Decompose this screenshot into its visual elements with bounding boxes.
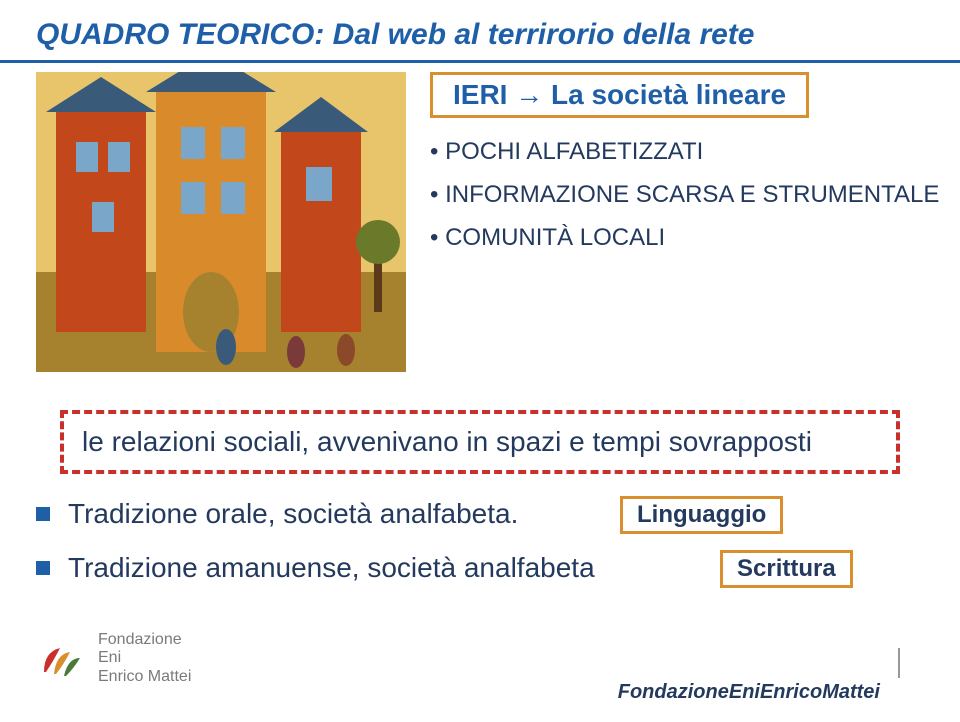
square-bullet-icon [36, 561, 50, 575]
row2-text: Tradizione amanuense, società analfabeta [68, 552, 595, 584]
row-tradizione-orale: Tradizione orale, società analfabeta. [36, 498, 518, 530]
row-tradizione-amanuense: Tradizione amanuense, società analfabeta [36, 552, 595, 584]
footer-logo-line1: Fondazione [98, 631, 191, 649]
bullet-comunita: COMUNITÀ LOCALI [430, 216, 939, 259]
square-bullet-icon [36, 507, 50, 521]
feem-logo-icon [36, 632, 88, 684]
slide-root: QUADRO TEORICO: Dal web al terrirorio de… [0, 0, 960, 722]
tag-scrittura: Scrittura [720, 550, 853, 588]
footer-right-text: FondazioneEniEnricoMattei [618, 681, 880, 704]
subtitle-box: IERI → La società lineare [430, 72, 809, 118]
arrow-icon: → [515, 79, 543, 110]
bullet-alfabetizzati: POCHI ALFABETIZZATI [430, 130, 939, 173]
illustration [36, 72, 406, 372]
footer-logo-line3: Enrico Mattei [98, 668, 191, 686]
footer-logo: Fondazione Eni Enrico Mattei [36, 631, 191, 686]
row1-text: Tradizione orale, società analfabeta. [68, 498, 518, 530]
village-illustration-icon [36, 72, 406, 372]
subtitle-post: La società lineare [551, 79, 786, 110]
dashed-callout: le relazioni sociali, avvenivano in spaz… [60, 410, 900, 474]
tag-linguaggio: Linguaggio [620, 496, 783, 534]
top-bullet-list: POCHI ALFABETIZZATI INFORMAZIONE SCARSA … [430, 130, 939, 260]
title-underline [0, 60, 960, 63]
bullet-informazione: INFORMAZIONE SCARSA E STRUMENTALE [430, 173, 939, 216]
footer-divider [898, 648, 900, 678]
footer-logo-line2: Eni [98, 649, 191, 667]
subtitle-pre: IERI [453, 79, 507, 110]
footer-logo-text: Fondazione Eni Enrico Mattei [98, 631, 191, 686]
slide-title: QUADRO TEORICO: Dal web al terrirorio de… [36, 18, 754, 52]
